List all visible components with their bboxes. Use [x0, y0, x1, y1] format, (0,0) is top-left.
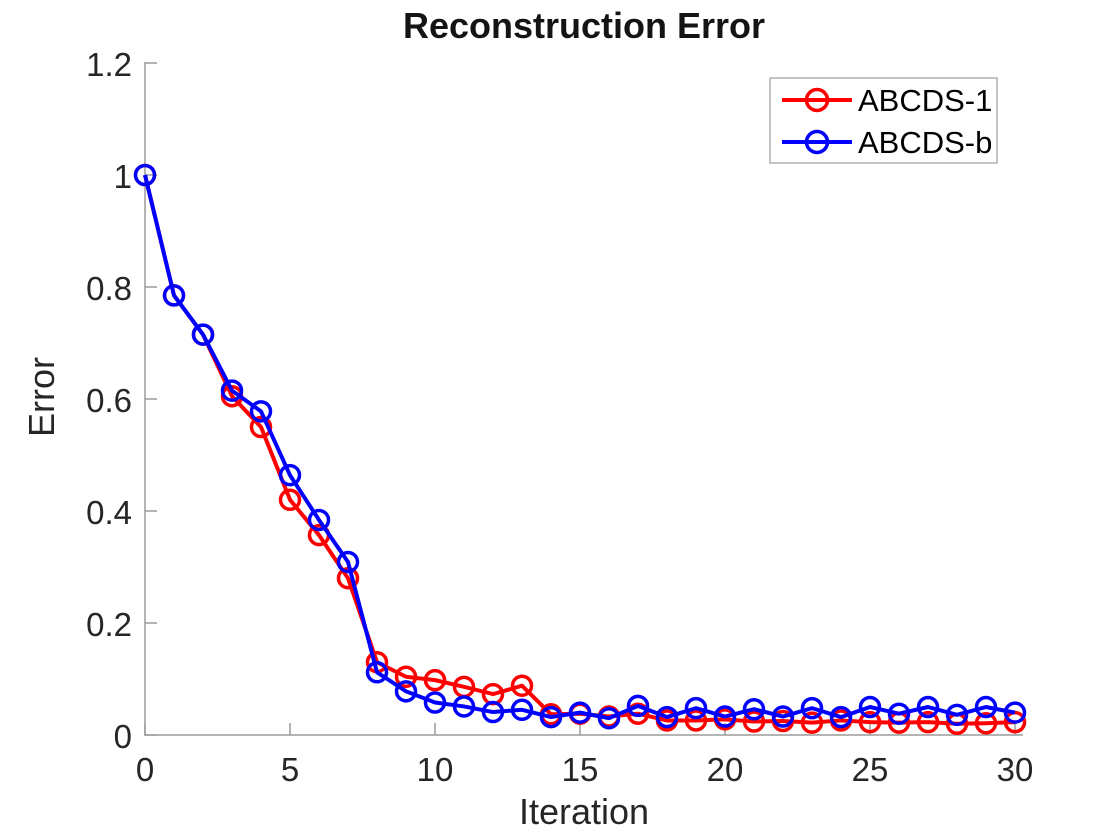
series-line: [143, 174, 1016, 721]
data-point-marker: [916, 695, 940, 719]
data-point-marker: [742, 710, 766, 733]
data-point-marker: [249, 400, 273, 423]
data-point-marker: [597, 706, 621, 730]
data-point-marker: [191, 323, 215, 346]
data-point-marker: [858, 710, 882, 734]
x-tick-label: 20: [707, 751, 744, 788]
legend-entry-abcds-b: ABCDS-b: [782, 125, 992, 160]
data-point-marker: [394, 665, 418, 689]
data-point-marker: [626, 694, 650, 718]
y-tick-label: 0.4: [86, 494, 132, 531]
legend-entry-abcds-1: ABCDS-1: [782, 83, 992, 118]
x-tick-label: 10: [417, 751, 454, 788]
y-tick-label: 0: [114, 718, 132, 755]
data-point-marker: [423, 691, 447, 714]
x-axis-label: Iteration: [519, 791, 649, 832]
data-point-marker: [829, 705, 853, 729]
y-tick-label: 1: [114, 158, 132, 195]
x-tick-label: 0: [136, 751, 154, 788]
data-point-marker: [974, 711, 998, 735]
data-point-marker: [278, 463, 302, 487]
data-point-marker: [307, 508, 331, 532]
data-point-marker: [771, 705, 795, 728]
legend-label: ABCDS-b: [858, 125, 992, 160]
data-point-marker: [452, 695, 476, 718]
data-point-marker: [655, 705, 679, 729]
data-point-marker: [887, 702, 911, 725]
x-tick-label: 25: [852, 751, 889, 788]
x-tick-label: 15: [562, 751, 599, 788]
data-point-marker: [858, 695, 882, 719]
y-tick-label: 1.2: [86, 46, 132, 83]
y-tick-label: 0.8: [86, 270, 132, 307]
data-point-marker: [394, 680, 418, 703]
legend-marker-icon: [804, 129, 830, 155]
series-line: [143, 174, 1016, 726]
series-abcds-1: [133, 163, 1027, 736]
data-point-marker: [278, 488, 302, 512]
data-point-marker: [800, 696, 824, 720]
legend-label: ABCDS-1: [858, 83, 992, 118]
x-tick-label: 5: [281, 751, 299, 788]
data-point-marker: [742, 697, 766, 721]
data-point-marker: [249, 415, 273, 439]
data-point-marker: [800, 711, 824, 734]
legend: ABCDS-1 ABCDS-b: [769, 77, 998, 164]
data-point-marker: [336, 550, 360, 574]
y-tick-label: 0.2: [86, 606, 132, 643]
chart-title: Reconstruction Error: [403, 5, 765, 46]
data-point-marker: [684, 696, 708, 720]
data-point-marker: [539, 705, 563, 729]
data-point-marker: [133, 163, 157, 187]
data-point-marker: [945, 703, 969, 727]
data-point-marker: [1003, 701, 1027, 724]
data-point-marker: [684, 709, 708, 732]
data-point-marker: [162, 284, 186, 307]
data-point-marker: [481, 700, 505, 724]
y-axis-label: Error: [21, 357, 62, 437]
data-point-marker: [974, 695, 998, 719]
y-tick-label: 0.6: [86, 382, 132, 419]
data-point-marker: [423, 668, 447, 692]
legend-marker-icon: [804, 87, 830, 113]
data-point-marker: [510, 674, 534, 697]
data-point-marker: [916, 710, 940, 734]
data-point-marker: [1003, 710, 1027, 734]
x-tick-label: 30: [997, 751, 1034, 788]
data-point-marker: [365, 661, 389, 684]
data-point-marker: [713, 705, 737, 728]
data-point-marker: [510, 698, 534, 722]
data-point-marker: [568, 701, 592, 724]
series-abcds-b: [133, 163, 1027, 730]
data-point-marker: [220, 379, 244, 402]
